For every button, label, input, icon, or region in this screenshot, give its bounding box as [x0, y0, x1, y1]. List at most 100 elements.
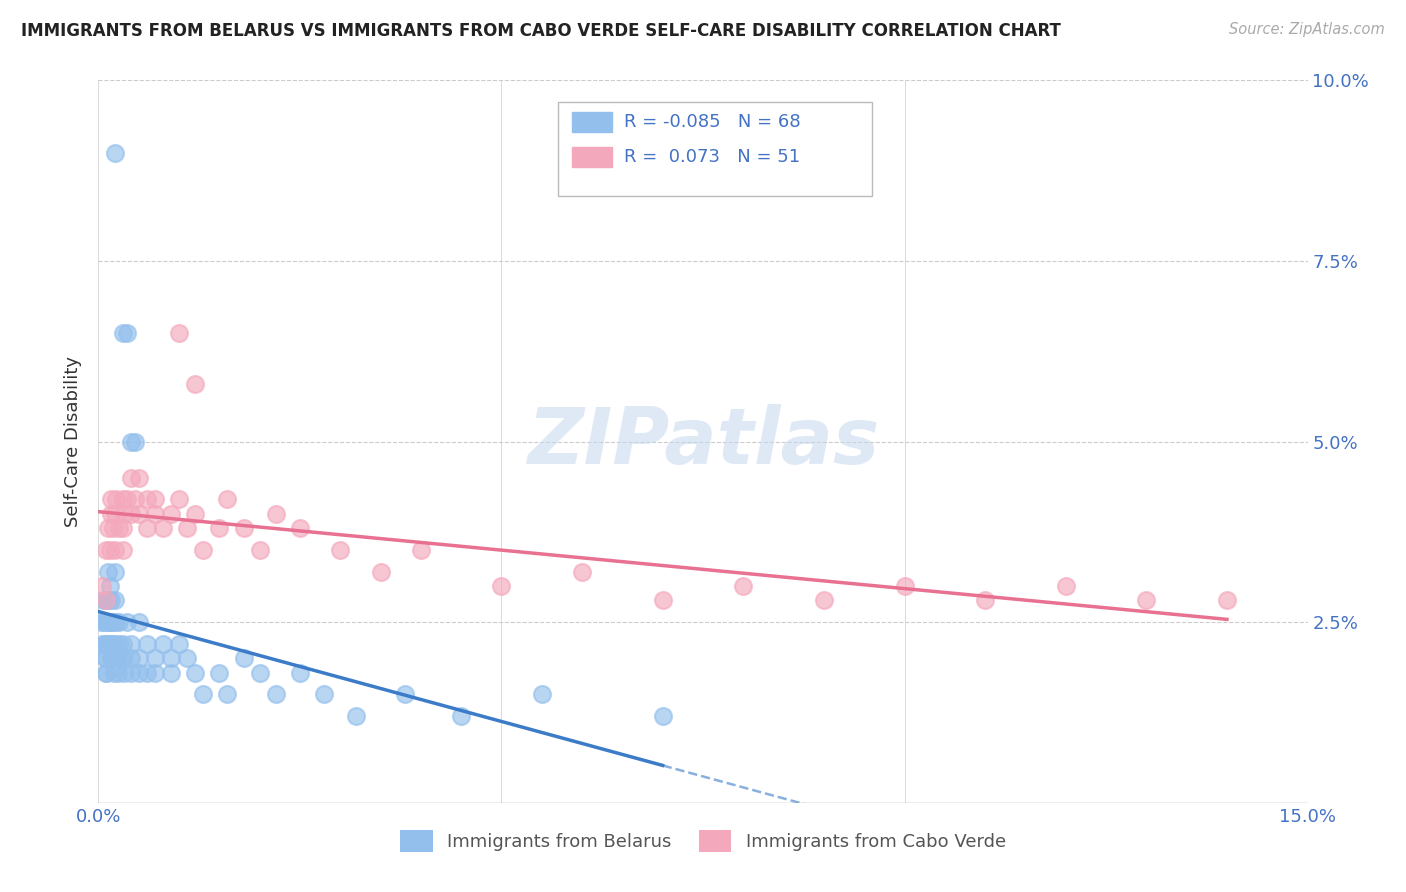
Point: [160, 507, 183, 521]
Point: [314, 687, 336, 701]
Point: [107, 665, 129, 680]
Point: [651, 709, 673, 723]
Point: [107, 637, 129, 651]
Point: [329, 542, 352, 557]
Point: [97, 637, 120, 651]
Point: [94, 637, 117, 651]
Point: [112, 507, 135, 521]
Point: [1135, 593, 1157, 607]
Point: [288, 521, 311, 535]
Point: [103, 637, 125, 651]
Point: [124, 492, 146, 507]
Point: [208, 665, 231, 680]
Point: [111, 492, 134, 507]
Point: [344, 709, 367, 723]
Point: [100, 637, 122, 651]
Point: [143, 665, 166, 680]
Point: [120, 507, 142, 521]
Point: [893, 579, 915, 593]
Point: [135, 521, 157, 535]
Point: [108, 615, 131, 630]
Point: [94, 665, 117, 680]
Point: [120, 651, 142, 665]
Point: [160, 665, 183, 680]
Point: [96, 593, 118, 607]
Point: [120, 665, 142, 680]
Point: [217, 687, 239, 701]
Point: [107, 521, 129, 535]
Point: [111, 542, 134, 557]
Text: ZIPatlas: ZIPatlas: [527, 403, 879, 480]
Point: [176, 651, 198, 665]
Point: [135, 665, 157, 680]
Legend: Immigrants from Belarus, Immigrants from Cabo Verde: Immigrants from Belarus, Immigrants from…: [394, 822, 1012, 859]
Point: [128, 651, 150, 665]
Point: [97, 521, 120, 535]
Point: [96, 593, 118, 607]
Point: [128, 665, 150, 680]
Point: [100, 593, 122, 607]
Point: [249, 665, 271, 680]
Point: [100, 615, 122, 630]
Point: [111, 637, 134, 651]
Point: [90, 615, 112, 630]
Point: [160, 651, 183, 665]
Point: [124, 434, 146, 449]
Point: [193, 687, 215, 701]
Point: [105, 492, 128, 507]
Point: [111, 651, 134, 665]
Point: [98, 542, 121, 557]
Point: [98, 615, 121, 630]
Point: [103, 593, 125, 607]
Point: [105, 615, 128, 630]
Point: [120, 471, 142, 485]
Text: R = -0.085   N = 68: R = -0.085 N = 68: [624, 113, 801, 131]
Point: [176, 521, 198, 535]
Point: [370, 565, 392, 579]
Point: [96, 542, 118, 557]
Point: [288, 665, 311, 680]
Point: [103, 542, 125, 557]
Point: [152, 637, 174, 651]
Point: [120, 637, 142, 651]
Point: [111, 521, 134, 535]
Point: [184, 507, 207, 521]
Point: [128, 615, 150, 630]
Point: [394, 687, 416, 701]
Point: [128, 471, 150, 485]
Text: Source: ZipAtlas.com: Source: ZipAtlas.com: [1229, 22, 1385, 37]
Point: [813, 593, 835, 607]
Point: [208, 521, 231, 535]
Point: [97, 593, 120, 607]
Point: [100, 507, 122, 521]
Point: [135, 637, 157, 651]
Point: [96, 637, 118, 651]
Point: [120, 434, 142, 449]
Point: [1216, 593, 1239, 607]
Point: [193, 542, 215, 557]
Point: [91, 637, 114, 651]
Point: [128, 507, 150, 521]
Point: [103, 507, 125, 521]
Point: [733, 579, 755, 593]
Point: [450, 709, 472, 723]
Bar: [572, 147, 613, 167]
Point: [571, 565, 593, 579]
Point: [111, 326, 134, 340]
Point: [91, 579, 114, 593]
Y-axis label: Self-Care Disability: Self-Care Disability: [65, 356, 83, 527]
Point: [264, 687, 287, 701]
Point: [167, 326, 190, 340]
Point: [264, 507, 287, 521]
Point: [103, 145, 125, 160]
Point: [100, 651, 122, 665]
Point: [96, 651, 118, 665]
Point: [167, 492, 190, 507]
Point: [232, 521, 254, 535]
Point: [98, 579, 121, 593]
Point: [101, 521, 124, 535]
Point: [97, 615, 120, 630]
Point: [152, 521, 174, 535]
FancyBboxPatch shape: [558, 102, 872, 196]
Point: [143, 492, 166, 507]
